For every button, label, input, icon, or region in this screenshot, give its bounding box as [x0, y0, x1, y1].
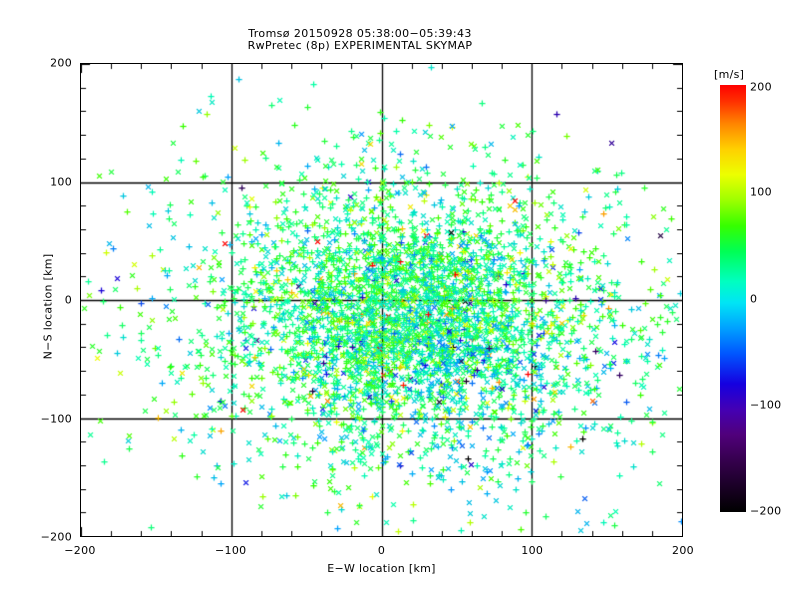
- colorbar-unit-label: [m/s]: [714, 68, 745, 81]
- y-tick-label-0: 200: [50, 56, 72, 70]
- title-line-2: RwPretec (8p) EXPERIMENTAL SKYMAP: [247, 39, 473, 52]
- title-line-1: Tromsø 20150928 05:38:00−05:39:43: [248, 27, 472, 40]
- x-tick-label-3: 100: [521, 544, 544, 557]
- colorbar-tick-label-2: 0: [750, 292, 758, 305]
- colorbar-gradient: [720, 85, 746, 512]
- y-axis-title: N−S location [km]: [41, 253, 55, 360]
- scatter-plot-canvas: [81, 64, 682, 536]
- colorbar-tick-label-3: −100: [750, 398, 782, 412]
- colorbar-tick-label-1: 100: [750, 185, 772, 199]
- y-tick-label-3: −100: [40, 412, 72, 425]
- colorbar: [720, 85, 746, 512]
- x-tick-label-4: 200: [672, 544, 694, 557]
- figure-title: Tromsø 20150928 05:38:00−05:39:43 RwPret…: [0, 28, 720, 52]
- x-tick-label-2: 0: [377, 544, 386, 557]
- y-tick-label-2: 0: [64, 293, 72, 307]
- colorbar-tick-label-4: −200: [750, 504, 782, 518]
- colorbar-tick-label-0: 200: [750, 80, 772, 94]
- y-tick-label-1: 100: [50, 175, 72, 188]
- x-tick-label-0: −200: [64, 544, 96, 557]
- plot-area: [80, 63, 683, 537]
- y-tick-label-4: −200: [40, 530, 72, 544]
- x-tick-label-1: −100: [215, 544, 247, 557]
- x-axis-title: E−W location [km]: [327, 562, 436, 575]
